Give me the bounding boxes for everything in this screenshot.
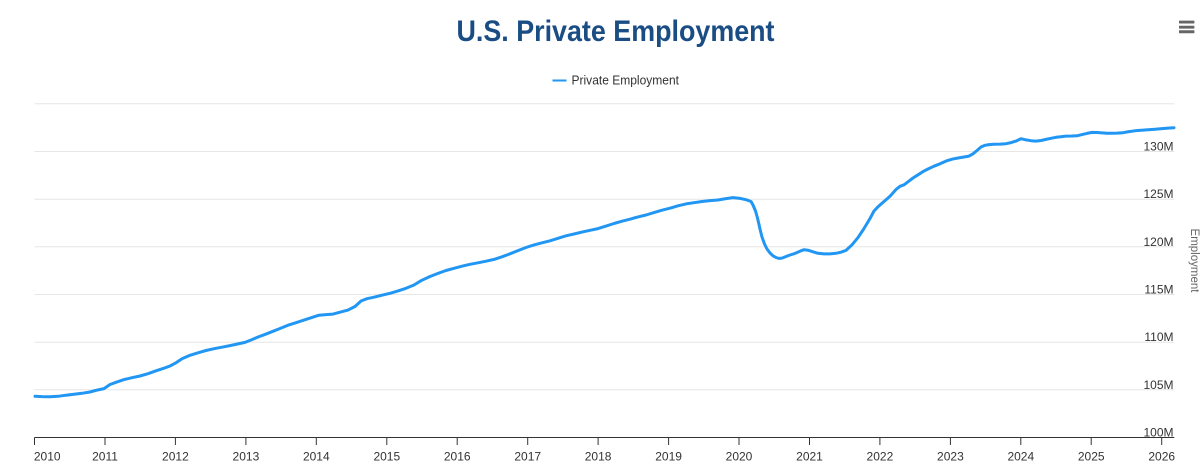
svg-text:2016: 2016 [444,450,471,464]
svg-text:2023: 2023 [937,450,964,464]
svg-text:110M: 110M [1144,330,1173,344]
svg-text:2017: 2017 [514,450,541,464]
svg-text:2018: 2018 [585,450,612,464]
svg-text:2010: 2010 [34,450,61,464]
svg-text:2024: 2024 [1007,450,1034,464]
svg-text:115M: 115M [1144,283,1173,297]
svg-text:2022: 2022 [867,450,894,464]
svg-text:2014: 2014 [303,450,330,464]
svg-text:2011: 2011 [92,450,118,464]
svg-text:2026: 2026 [1148,450,1175,464]
svg-text:2025: 2025 [1078,450,1105,464]
svg-text:130M: 130M [1143,140,1173,154]
svg-text:Employment: Employment [1188,229,1200,294]
svg-text:2020: 2020 [726,450,753,464]
svg-text:100M: 100M [1143,426,1173,440]
svg-text:125M: 125M [1143,187,1173,201]
svg-text:105M: 105M [1143,378,1173,392]
svg-text:Private Employment: Private Employment [572,73,680,88]
svg-text:U.S. Private Employment: U.S. Private Employment [457,15,775,48]
svg-text:120M: 120M [1143,235,1173,249]
svg-text:2012: 2012 [162,450,189,464]
svg-text:2019: 2019 [655,450,682,464]
svg-text:2013: 2013 [233,450,260,464]
svg-text:2021: 2021 [796,450,823,464]
svg-text:2015: 2015 [373,450,400,464]
